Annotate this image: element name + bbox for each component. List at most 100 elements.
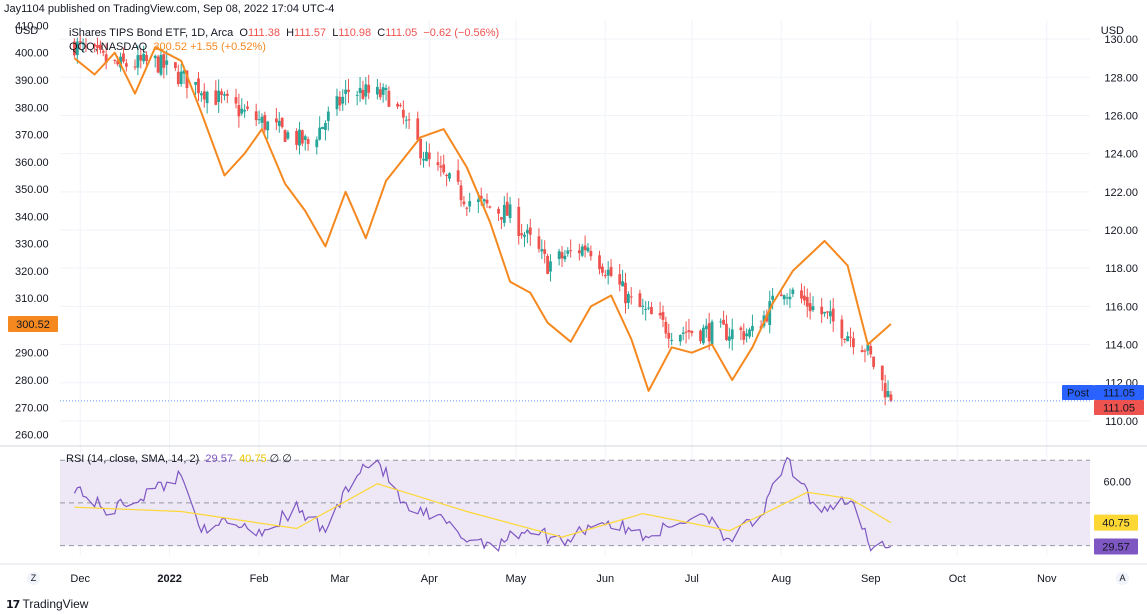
rsi-ma-price-label: 40.75 <box>1102 518 1130 530</box>
auto-scale-button[interactable]: A <box>1116 572 1129 585</box>
left-axis-tick: 360.00 <box>15 157 49 169</box>
candle-body <box>179 71 183 85</box>
candle-body <box>719 321 723 323</box>
candle-body <box>358 87 362 94</box>
left-axis-tick: 260.00 <box>15 430 49 442</box>
candle-body <box>791 289 795 294</box>
candle-body <box>670 339 674 341</box>
candle-body <box>805 296 809 307</box>
candle-body <box>156 56 160 73</box>
candle-body <box>465 207 469 209</box>
candle-body <box>658 312 662 316</box>
candle-body <box>549 261 552 272</box>
candle-body <box>381 87 385 95</box>
candle-body <box>537 236 541 249</box>
candle-body <box>782 295 786 300</box>
candle-body <box>277 120 281 126</box>
candle-body <box>355 94 359 96</box>
candle-body <box>425 151 428 161</box>
candle-body <box>225 93 229 96</box>
candle-body <box>618 274 622 285</box>
candle-body <box>318 127 322 140</box>
candle-body <box>725 323 728 340</box>
candle-body <box>577 250 581 254</box>
candle-body <box>240 108 244 114</box>
candle-body <box>197 78 200 94</box>
left-axis-tick: 400.00 <box>15 48 49 60</box>
compare-series-legend[interactable]: QQQ, NASDAQ 300.52 +1.55 (+0.52%) <box>69 41 266 53</box>
right-axis-tick: 120.00 <box>1104 225 1138 237</box>
low-value: 110.98 <box>338 27 372 39</box>
candle-body <box>445 175 449 177</box>
candle-body <box>644 308 648 310</box>
candle-body <box>84 46 88 48</box>
candle-body <box>295 131 298 145</box>
x-axis-tick: Aug <box>771 573 791 585</box>
candle-body <box>375 86 379 95</box>
last-price-label-bg <box>1094 400 1144 415</box>
rsi-axis-tick: 60.00 <box>1103 477 1131 489</box>
candle-body <box>889 394 893 401</box>
candle-body <box>621 281 625 287</box>
right-axis-tick: 126.00 <box>1104 110 1138 122</box>
candle-body <box>664 321 668 334</box>
rsi-value: 29.57 <box>205 453 233 465</box>
candle-body <box>505 201 509 216</box>
candle-body <box>802 295 806 301</box>
candle-body <box>641 305 645 307</box>
candle-body <box>860 350 864 352</box>
left-axis-tick: 310.00 <box>15 293 49 305</box>
candle-body <box>401 109 405 118</box>
right-axis-tick: 118.00 <box>1105 263 1138 275</box>
candle-body <box>462 201 466 205</box>
candle-body <box>321 126 324 130</box>
candle-body <box>78 41 82 43</box>
rsi-price-label: 29.57 <box>1102 542 1130 554</box>
candle-body <box>681 332 685 334</box>
candle-body <box>569 250 573 252</box>
candle-body <box>286 132 290 139</box>
candle-body <box>739 327 743 331</box>
candle-body <box>113 59 117 62</box>
candle-body <box>136 55 140 68</box>
candle-body <box>626 294 630 303</box>
rsi-extra: ∅ ∅ <box>269 453 292 465</box>
candle-body <box>338 96 342 106</box>
candle-body <box>497 208 500 214</box>
x-axis-tick: Jul <box>685 573 699 585</box>
candle-body <box>300 130 304 144</box>
candle-body <box>828 311 832 317</box>
candle-body <box>742 331 746 340</box>
open-value: 111.38 <box>247 27 280 39</box>
candle-body <box>419 138 423 159</box>
candle-body <box>826 311 829 313</box>
candle-body <box>361 89 365 99</box>
left-axis-tick: 330.00 <box>15 239 49 251</box>
candle-body <box>205 91 209 104</box>
main-series-legend[interactable]: iShares TIPS Bond ETF, 1D, Arca O111.38 … <box>69 27 499 39</box>
rsi-legend[interactable]: RSI (14, close, SMA, 14, 2) 29.57 40.75 … <box>66 452 292 465</box>
candle-body <box>586 247 590 252</box>
candle-body <box>831 308 835 322</box>
compare-series-name: QQQ, NASDAQ <box>69 41 148 53</box>
left-axis-tick: 270.00 <box>15 402 49 414</box>
high-label: H <box>286 27 295 39</box>
candle-body <box>525 229 529 234</box>
candle-body <box>751 325 754 331</box>
zoom-button[interactable]: Z <box>27 572 40 585</box>
candle-body <box>606 269 610 276</box>
x-axis-tick: Mar <box>330 573 349 585</box>
candle-body <box>124 63 128 67</box>
candle-body <box>436 162 440 166</box>
candle-body <box>315 139 319 148</box>
left-axis-unit: USD <box>15 25 38 37</box>
candle-body <box>771 295 775 300</box>
high-value: 111.57 <box>294 27 327 39</box>
candle-body <box>650 307 653 315</box>
candle-body <box>745 333 749 337</box>
branding: 𝟭𝟳 TradingView <box>6 597 88 611</box>
candle-body <box>684 331 688 333</box>
candle-body <box>849 336 852 338</box>
right-axis-tick: 124.00 <box>1104 149 1138 161</box>
candle-body <box>540 249 544 252</box>
